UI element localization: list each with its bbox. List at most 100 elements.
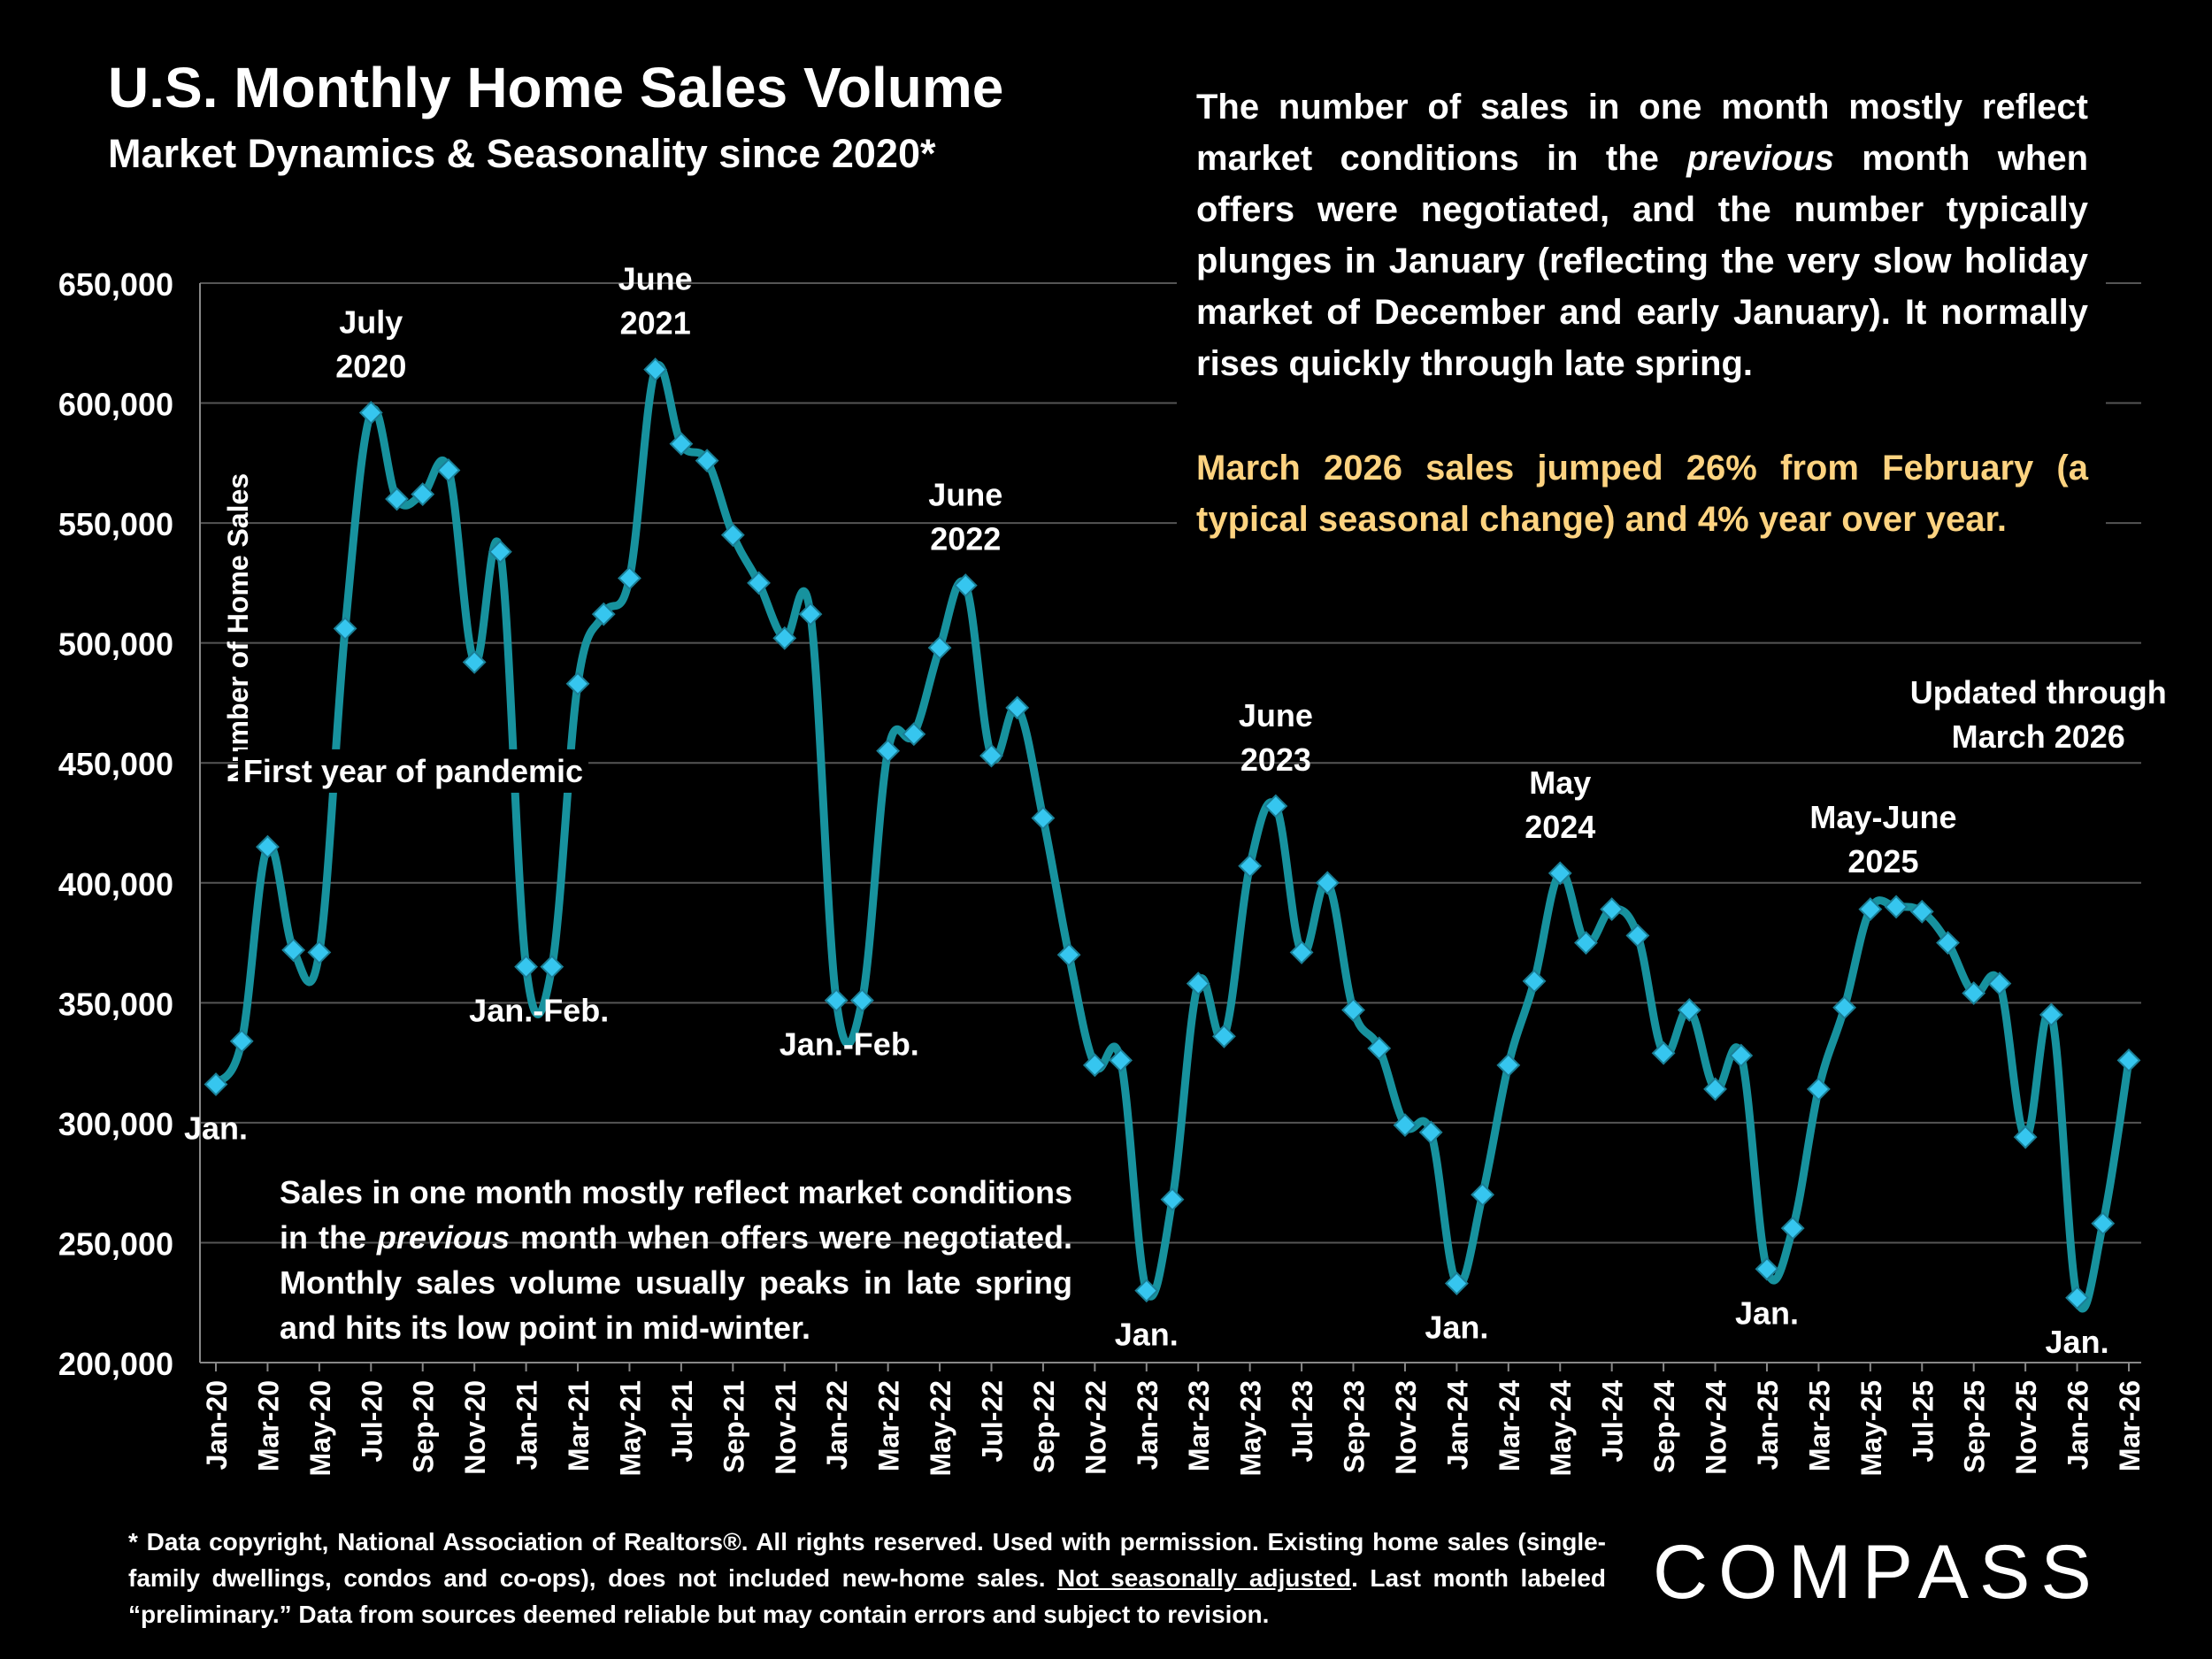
note-italic: previous: [376, 1219, 511, 1256]
data-point: [1186, 972, 1210, 996]
y-tick-label: 650,000: [58, 266, 173, 303]
chart-subtitle: Market Dynamics & Seasonality since 2020…: [108, 131, 936, 176]
annotation-line: Jan.: [1425, 1310, 1488, 1346]
data-point: [1677, 998, 1701, 1022]
annotation-line: May: [1529, 764, 1591, 801]
x-tick-label: Jul-21: [666, 1380, 698, 1462]
x-tick-label: May-22: [925, 1380, 956, 1477]
data-point: [1755, 1256, 1779, 1281]
x-tick-label: Jan-24: [1441, 1380, 1473, 1471]
data-point: [669, 432, 694, 457]
annotation-line: Jan.: [1115, 1317, 1179, 1353]
annotation-backing: [237, 749, 589, 793]
x-tick-label: Sep-22: [1028, 1380, 1060, 1473]
annotation-jan-2024: Jan.: [1425, 1310, 1488, 1346]
x-tick-label: Nov-23: [1390, 1380, 1422, 1475]
data-point: [1651, 1041, 1676, 1065]
data-point: [1263, 794, 1288, 818]
data-point: [1056, 942, 1081, 967]
x-tick-label: May-20: [304, 1380, 336, 1477]
annotation-pandemic: First year of pandemic: [243, 753, 583, 789]
compass-logo: COMPASS: [1653, 1530, 2102, 1615]
data-point: [488, 540, 512, 565]
data-point: [1289, 940, 1314, 964]
data-point: [953, 573, 978, 598]
x-tick-label: Jul-25: [1907, 1380, 1939, 1462]
data-point: [1884, 895, 1909, 919]
x-tick-label: Jan-22: [821, 1380, 853, 1470]
note-text: Sales in one month mostly reflect market…: [280, 1170, 1072, 1350]
data-point: [1393, 1113, 1417, 1138]
data-point: [281, 938, 306, 963]
data-point: [1625, 924, 1650, 948]
data-point: [1729, 1043, 1754, 1068]
x-tick-label: Nov-25: [2010, 1380, 2042, 1475]
data-point: [1600, 897, 1624, 922]
x-tick-label: Jan-20: [201, 1380, 233, 1470]
data-point: [1909, 899, 1934, 924]
x-tick-label: May-21: [614, 1380, 646, 1477]
y-tick-label: 350,000: [58, 986, 173, 1022]
x-tick-label: Jan-25: [1752, 1380, 1784, 1470]
data-point: [591, 602, 616, 626]
data-point: [229, 1029, 254, 1054]
data-point: [462, 649, 487, 674]
data-point: [1936, 931, 1960, 955]
y-tick-label: 600,000: [58, 387, 173, 423]
annotation-line: June: [1239, 697, 1313, 733]
annotation-line: June: [618, 261, 693, 297]
footnote-underlined: Not seasonally adjusted: [1057, 1564, 1352, 1592]
data-point: [902, 722, 926, 747]
footnote: * Data copyright, National Association o…: [128, 1524, 1606, 1632]
annotation-jun-2022: June 2022: [928, 477, 1002, 557]
data-point: [1962, 981, 1986, 1005]
data-point: [1082, 1053, 1107, 1078]
data-point: [333, 616, 357, 641]
data-point: [979, 743, 1003, 768]
data-point: [1703, 1077, 1727, 1102]
data-point: [1444, 1271, 1469, 1295]
data-point: [436, 458, 461, 482]
y-tick-label: 300,000: [58, 1106, 173, 1142]
x-tick-label: Jul-22: [976, 1380, 1008, 1462]
data-point: [307, 940, 332, 964]
annotation-jun-2023: June 2023: [1239, 697, 1313, 778]
data-point: [618, 566, 641, 590]
data-point: [1548, 861, 1572, 886]
data-point: [1574, 931, 1598, 955]
annotation-mayjun-2025: May-June 2025: [1809, 799, 1956, 879]
data-point: [2091, 1211, 2116, 1236]
annotation-line: 2021: [620, 305, 691, 342]
x-tick-label: Jan-26: [2062, 1380, 2094, 1470]
x-tick-label: Nov-24: [1701, 1380, 1732, 1475]
data-point: [849, 988, 874, 1013]
annotation-line: Jan.-Feb.: [780, 1026, 919, 1063]
chart-title: U.S. Monthly Home Sales Volume: [108, 56, 1004, 119]
data-point: [772, 626, 797, 650]
annotation-jun-2021: June 2021: [618, 261, 693, 342]
annotation-line: 2020: [335, 348, 406, 384]
data-point: [747, 571, 771, 595]
data-point: [1134, 1279, 1159, 1303]
y-tick-label: 450,000: [58, 746, 173, 782]
highlight-text: March 2026 sales jumped 26% from Februar…: [1196, 449, 2088, 539]
description-part2: month when offers were negotiated, and t…: [1196, 139, 2089, 383]
data-point: [1858, 897, 1883, 922]
annotation-line: June: [928, 477, 1002, 513]
x-tick-label: Jul-20: [356, 1380, 388, 1462]
data-point: [876, 739, 901, 764]
data-point: [1367, 1036, 1392, 1061]
description-backing: [1177, 71, 2106, 544]
y-tick-label: 500,000: [58, 626, 173, 663]
annotation-line: Jan.: [1735, 1294, 1799, 1331]
x-tick-label: May-24: [1545, 1380, 1577, 1477]
x-tick-label: May-25: [1855, 1380, 1887, 1477]
annotation-line: March 2026: [1952, 718, 2125, 755]
data-point: [204, 1072, 228, 1096]
note-part2: month when offers were negotiated. Month…: [280, 1219, 1072, 1346]
annotation-may-2024: May 2024: [1525, 764, 1595, 845]
data-point: [2065, 1286, 2089, 1310]
annotation-janfeb-2021: Jan.-Feb.: [469, 993, 609, 1029]
annotation-line: Updated through: [1910, 674, 2167, 710]
